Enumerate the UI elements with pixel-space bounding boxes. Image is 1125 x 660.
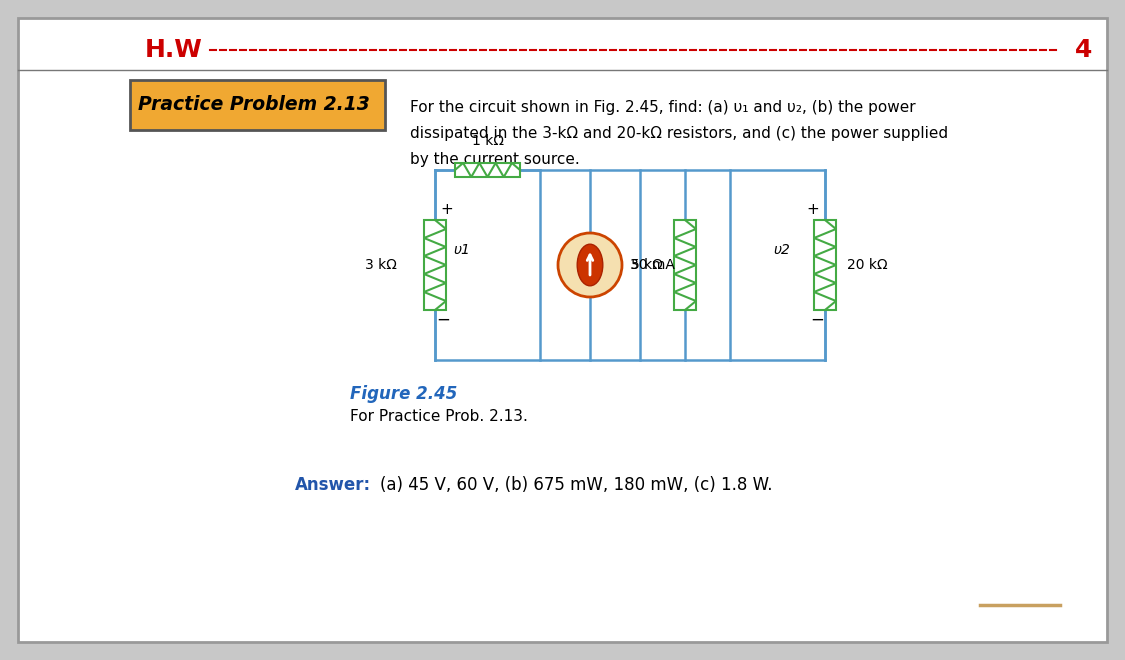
Text: 3 kΩ: 3 kΩ [366, 258, 397, 272]
Text: For the circuit shown in Fig. 2.45, find: (a) υ₁ and υ₂, (b) the power: For the circuit shown in Fig. 2.45, find… [410, 100, 916, 115]
Text: 4: 4 [1076, 38, 1092, 62]
Text: +: + [441, 203, 453, 218]
Text: For Practice Prob. 2.13.: For Practice Prob. 2.13. [350, 409, 528, 424]
Text: −: − [810, 311, 824, 329]
Text: Figure 2.45: Figure 2.45 [350, 385, 458, 403]
Text: υ1: υ1 [453, 243, 470, 257]
Text: +: + [807, 203, 819, 218]
Text: υ2: υ2 [773, 243, 790, 257]
Text: by the current source.: by the current source. [410, 152, 579, 167]
Circle shape [558, 233, 622, 297]
Bar [814, 220, 836, 310]
Text: dissipated in the 3-kΩ and 20-kΩ resistors, and (c) the power supplied: dissipated in the 3-kΩ and 20-kΩ resisto… [410, 126, 948, 141]
Text: 1 kΩ: 1 kΩ [471, 134, 504, 148]
Text: Answer:: Answer: [295, 476, 371, 494]
Text: (a) 45 V, 60 V, (b) 675 mW, 180 mW, (c) 1.8 W.: (a) 45 V, 60 V, (b) 675 mW, 180 mW, (c) … [380, 476, 773, 494]
Text: 5 kΩ: 5 kΩ [631, 258, 663, 272]
Bar [130, 80, 385, 130]
Text: −: − [436, 311, 450, 329]
Text: H.W: H.W [145, 38, 202, 62]
Bar [424, 220, 446, 310]
Bar [674, 220, 696, 310]
Text: Practice Problem 2.13: Practice Problem 2.13 [138, 96, 370, 114]
Text: 20 kΩ: 20 kΩ [847, 258, 888, 272]
Ellipse shape [577, 244, 603, 286]
Bar [455, 163, 520, 177]
Text: 30 mA: 30 mA [630, 258, 675, 272]
